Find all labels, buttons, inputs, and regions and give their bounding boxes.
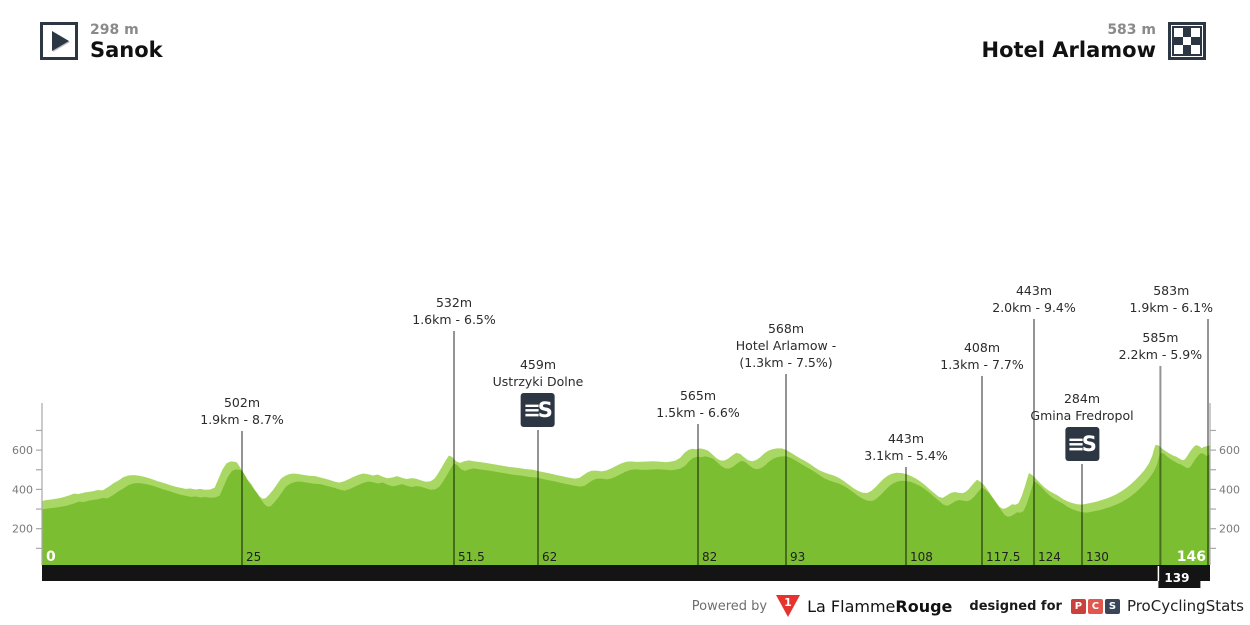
x-tick-label: 108 [910, 550, 933, 564]
finish-name: Hotel Arlamow [981, 38, 1156, 63]
x-tick-label: 117.5 [986, 550, 1020, 564]
y-tick-label: 600 [12, 444, 33, 457]
x-tick-label: 62 [542, 550, 557, 564]
y-tick-label: 200 [12, 523, 33, 536]
y-tick-label: 400 [12, 483, 33, 496]
distance-bar [42, 565, 1210, 581]
y-tick-label: 200 [1219, 523, 1240, 536]
footer: Powered by 1 La FlammeRouge designed for… [692, 593, 1244, 619]
la-flamme-rouge-icon: 1 [776, 595, 801, 617]
x-tick-label: 82 [702, 550, 717, 564]
profile-area [42, 453, 1210, 565]
start-name: Sanok [90, 38, 163, 63]
pcs-wordmark: ProCyclingStats [1126, 597, 1244, 615]
procyclingstats-logo[interactable]: P C S ProCyclingStats [1070, 597, 1244, 615]
la-flamme-rouge-wordmark: La FlammeRouge [807, 596, 953, 616]
la-flamme-rouge-logo[interactable]: 1 La FlammeRouge [776, 595, 952, 617]
bar-marker-label: 139 [1164, 571, 1189, 585]
start-elevation: 298 m [90, 22, 139, 38]
finish-elevation: 583 m [1107, 22, 1156, 38]
powered-by-label: Powered by [691, 598, 768, 614]
bar-marker-box [1158, 566, 1201, 588]
finish-header: 583 m Hotel Arlamow [982, 22, 1206, 62]
x-tick-label: 93 [790, 550, 805, 564]
start-header: 298 m Sanok [40, 22, 163, 62]
finish-flag-icon [1168, 22, 1206, 60]
designed-for-label: designed for [969, 598, 1062, 614]
x-tick-label: 124 [1038, 550, 1061, 564]
x-tick-label: 130 [1086, 550, 1109, 564]
y-tick-label: 600 [1219, 444, 1240, 457]
x-tick-label: 25 [246, 550, 261, 564]
x-tick-label: 0 [46, 549, 56, 565]
start-flag-icon [40, 22, 78, 60]
x-tick-label: 51.5 [458, 550, 485, 564]
pcs-icon: P C S [1070, 598, 1120, 614]
x-tick-label: 146 [1177, 549, 1206, 565]
y-tick-label: 400 [1219, 483, 1240, 496]
